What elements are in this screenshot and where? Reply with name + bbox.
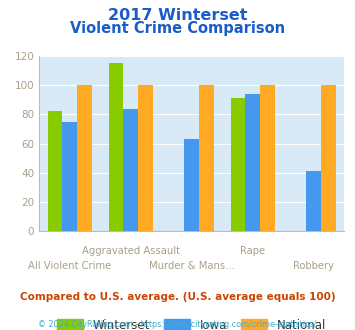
Bar [199,85,214,231]
Text: Murder & Mans...: Murder & Mans... [149,261,235,271]
Text: 2017 Winterset: 2017 Winterset [108,8,247,23]
Text: All Violent Crime: All Violent Crime [28,261,111,271]
Text: Compared to U.S. average. (U.S. average equals 100): Compared to U.S. average. (U.S. average … [20,292,335,302]
Text: Aggravated Assault: Aggravated Assault [82,246,180,256]
Bar [321,85,336,231]
Bar [123,109,138,231]
Text: Rape: Rape [240,246,265,256]
Bar [231,98,245,231]
Bar [62,122,77,231]
Bar [109,63,123,231]
Text: Violent Crime Comparison: Violent Crime Comparison [70,21,285,36]
Bar [138,85,153,231]
Bar [245,94,260,231]
Bar [306,171,321,231]
Text: © 2024 CityRating.com - https://www.cityrating.com/crime-statistics/: © 2024 CityRating.com - https://www.city… [38,320,317,329]
Bar [260,85,275,231]
Bar [184,139,199,231]
Bar [77,85,92,231]
Bar [48,112,62,231]
Legend: Winterset, Iowa, National: Winterset, Iowa, National [53,314,331,330]
Text: Robbery: Robbery [293,261,334,271]
